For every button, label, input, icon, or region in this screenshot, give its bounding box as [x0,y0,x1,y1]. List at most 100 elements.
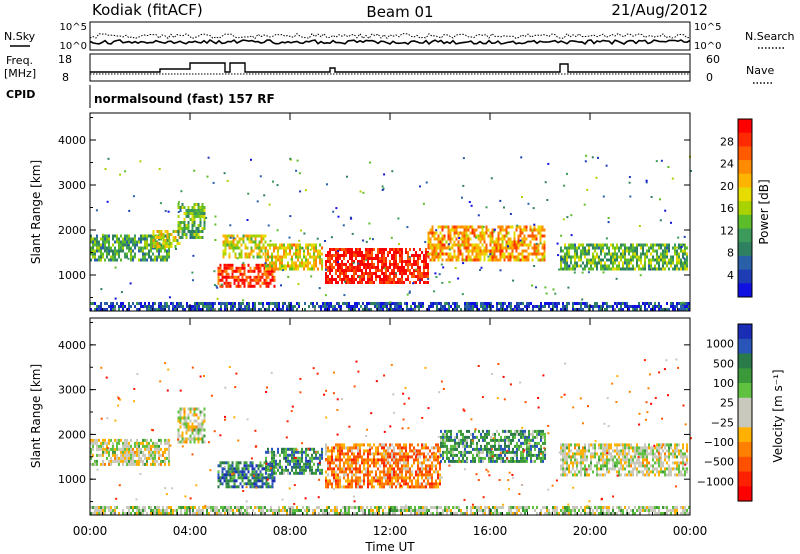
vel-cell-5 [494,459,496,463]
power-speckle [214,215,217,218]
vel-cell-5 [452,438,454,442]
vel-cell-4 [407,461,409,465]
power-cell-6 [397,278,399,281]
power-cell-7 [539,240,542,244]
vel-cell-4 [419,461,421,465]
vel-cell-4 [387,476,389,480]
power-cell-0 [152,258,154,262]
vel-cell-5 [464,435,466,439]
vel-cell-0 [162,459,164,463]
power-cell-3 [267,281,270,285]
vel-cell-5 [500,444,502,448]
vel-cell-4 [391,485,393,489]
power-speckle [477,214,480,217]
vel-cell-4 [373,485,375,489]
power-cell-9 [184,308,186,311]
power-cell-8 [650,258,652,262]
power-cell-8 [662,252,664,256]
power-speckle [232,237,235,240]
vel-cell-1 [183,425,186,429]
vel-cell-1 [179,413,182,417]
power-speckle [570,234,573,237]
power-cell-6 [337,269,339,272]
vel-cell-3 [295,450,297,454]
vel-cell-3 [297,456,299,460]
power-cell-0 [146,240,148,244]
power-cell-7 [517,258,520,262]
vel-cell-4 [401,458,403,462]
power-cell-9 [522,302,524,305]
power-speckle [365,259,368,262]
power-cell-6 [423,257,425,260]
power-cell-7 [519,234,522,238]
vel-cell-5 [464,438,466,442]
vel-cell-5 [528,429,530,433]
vel-cell-0 [150,456,152,460]
power-cell-6 [351,281,353,284]
power-cell-8 [626,264,628,268]
power-cell-0 [122,240,124,244]
power-cell-7 [527,255,530,259]
vel-cell-2 [227,485,230,489]
power-cell-5 [291,246,293,250]
power-colorbar-tick: 28 [720,135,734,148]
power-speckle [414,268,417,271]
power-cell-1 [154,242,157,245]
power-cell-5 [293,261,295,265]
power-cell-2 [189,209,192,212]
vel-cell-4 [381,479,383,483]
power-cell-6 [359,278,361,281]
vel-cell-4 [335,473,337,477]
vel-cell-4 [371,479,373,483]
power-cell-5 [301,258,303,262]
vel-cell-0 [120,456,122,460]
vel-cell-4 [377,482,379,486]
power-cell-2 [197,215,200,218]
power-cell-6 [357,248,359,251]
power-cell-3 [243,281,246,285]
vel-cell-4 [391,458,393,462]
power-cell-7 [455,225,458,229]
power-cell-6 [377,254,379,257]
vel-cell-1 [185,416,188,420]
power-cell-9 [660,305,662,308]
power-cell-9 [352,305,354,308]
power-cell-6 [405,251,407,254]
vel-cell-4 [385,443,387,447]
power-cell-7 [495,255,498,259]
power-speckle [215,285,218,288]
power-cell-0 [114,252,116,256]
power-cell-8 [684,249,686,253]
power-cell-2 [181,203,184,206]
power-cell-8 [634,255,636,259]
power-cell-9 [606,308,608,311]
vel-cell-2 [259,479,262,483]
power-cell-2 [195,227,198,230]
power-cell-2 [193,224,196,227]
power-cell-0 [98,243,100,247]
vel-cell-5 [462,432,464,436]
vel-cell-4 [363,461,365,465]
power-cell-7 [449,255,452,259]
vel-cell-4 [363,479,365,483]
vel-cell-2 [245,461,248,465]
power-cell-6 [335,278,337,281]
power-cell-7 [437,240,440,244]
vel-cell-5 [538,432,540,436]
power-cell-0 [100,246,102,250]
vel-cell-3 [313,456,315,460]
power-cell-9 [190,305,192,308]
power-cell-9 [410,305,412,308]
vel-cell-2 [233,485,236,489]
vel-cell-4 [391,467,393,471]
vel-cell-5 [462,450,464,454]
power-cell-7 [509,252,512,256]
vel-cell-1 [185,428,188,432]
power-cell-6 [365,263,367,266]
power-cell-0 [140,258,142,262]
vel-cell-6 [568,446,570,450]
power-cell-6 [357,266,359,269]
power-cell-6 [389,260,391,263]
vel-cell-4 [369,446,371,450]
power-cell-4 [256,234,259,238]
